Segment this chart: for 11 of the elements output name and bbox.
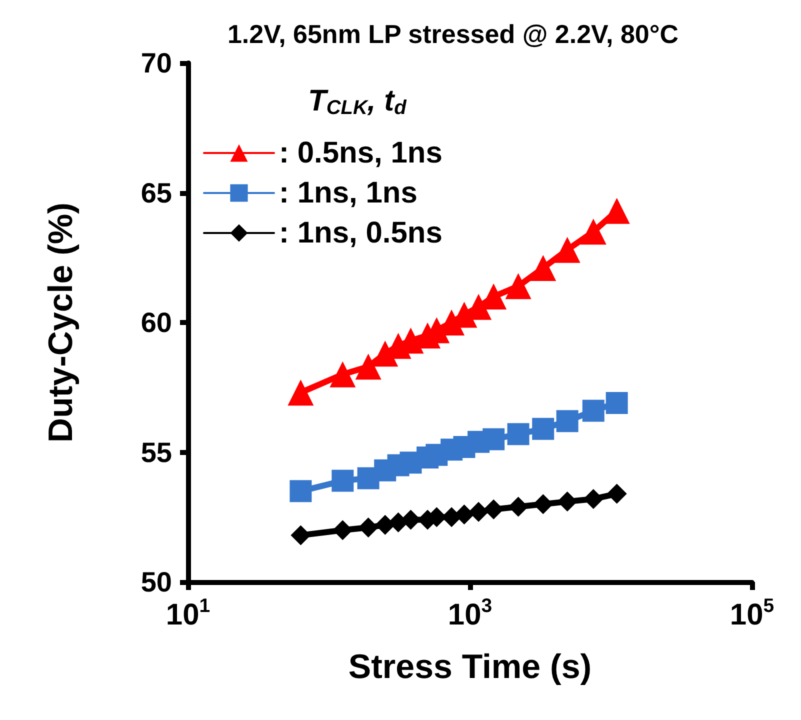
legend-label: : 0.5ns, 1ns bbox=[279, 136, 442, 170]
legend-label: : 1ns, 1ns bbox=[279, 176, 418, 210]
y-tick-label: 55 bbox=[140, 436, 172, 468]
chart-title: 1.2V, 65nm LP stressed @ 2.2V, 80°C bbox=[227, 19, 679, 49]
x-axis-title: Stress Time (s) bbox=[348, 648, 592, 686]
y-tick-label: 65 bbox=[140, 177, 172, 208]
y-tick-label: 50 bbox=[140, 566, 172, 598]
y-axis-title: Duty-Cycle (%) bbox=[42, 202, 80, 442]
y-tick-label: 60 bbox=[140, 307, 172, 338]
legend-label: : 1ns, 0.5ns bbox=[279, 216, 442, 250]
y-tick-label: 70 bbox=[140, 48, 172, 78]
